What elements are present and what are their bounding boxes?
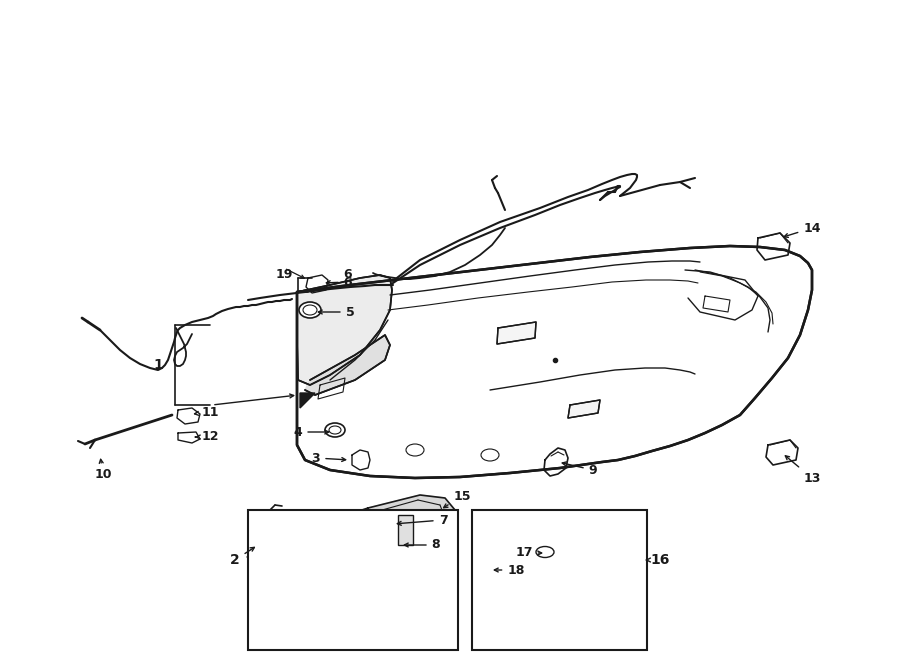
- Text: 10: 10: [94, 459, 112, 481]
- Bar: [472, 510, 647, 650]
- Bar: [398, 515, 413, 545]
- Polygon shape: [544, 448, 568, 476]
- Polygon shape: [360, 495, 455, 540]
- Polygon shape: [300, 393, 315, 408]
- Polygon shape: [390, 519, 402, 531]
- Text: 12: 12: [195, 430, 219, 444]
- Polygon shape: [177, 408, 200, 424]
- Polygon shape: [568, 400, 600, 418]
- Text: 17: 17: [515, 547, 542, 559]
- Text: 11: 11: [194, 405, 219, 418]
- Polygon shape: [305, 335, 390, 395]
- Text: 6: 6: [344, 268, 352, 282]
- Text: 18: 18: [494, 563, 525, 576]
- Polygon shape: [490, 514, 552, 530]
- Ellipse shape: [325, 423, 345, 437]
- Polygon shape: [297, 275, 392, 385]
- Text: 3: 3: [311, 451, 346, 465]
- Polygon shape: [265, 512, 360, 555]
- Text: 16: 16: [646, 553, 670, 567]
- Text: 5: 5: [319, 305, 355, 319]
- Text: 13: 13: [786, 456, 821, 485]
- Text: 9: 9: [562, 462, 598, 477]
- Ellipse shape: [536, 547, 554, 557]
- Polygon shape: [497, 322, 536, 344]
- Polygon shape: [766, 440, 798, 465]
- Polygon shape: [306, 275, 328, 293]
- Text: 7: 7: [397, 514, 447, 527]
- Polygon shape: [352, 450, 370, 470]
- Text: 4: 4: [293, 426, 328, 438]
- Text: 6: 6: [327, 276, 352, 288]
- Polygon shape: [278, 520, 325, 547]
- Text: 2: 2: [230, 547, 255, 567]
- Text: 8: 8: [404, 539, 440, 551]
- Ellipse shape: [299, 302, 321, 318]
- Polygon shape: [297, 246, 812, 478]
- Text: 1: 1: [153, 358, 163, 372]
- Polygon shape: [178, 432, 200, 443]
- Text: 19: 19: [275, 268, 292, 282]
- Polygon shape: [757, 233, 790, 260]
- Polygon shape: [488, 562, 563, 583]
- Text: 15: 15: [444, 490, 471, 508]
- Text: 14: 14: [784, 221, 821, 237]
- Bar: [248, 510, 458, 650]
